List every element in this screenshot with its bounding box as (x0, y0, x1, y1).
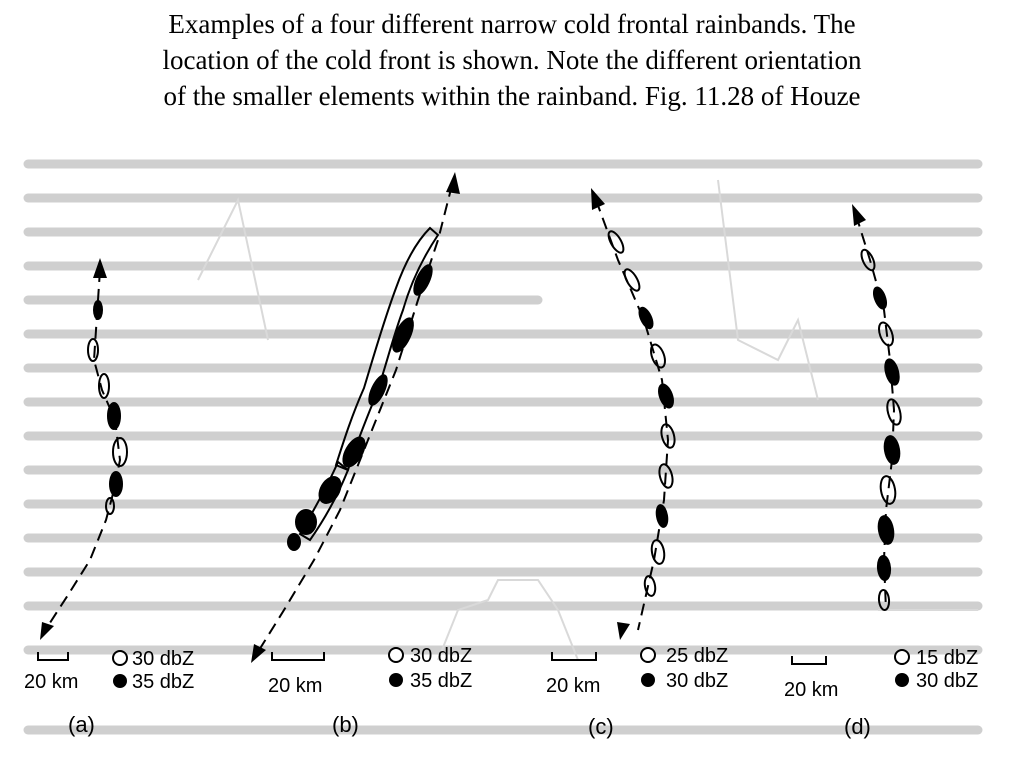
rainband-a (87, 300, 128, 515)
cell-b-2 (392, 317, 414, 353)
cell-d-10 (877, 589, 891, 611)
rainband-b (287, 226, 440, 551)
open-circle-icon-d (894, 649, 910, 665)
cell-c-9 (650, 539, 666, 565)
cell-d-2 (872, 286, 888, 310)
panel-letter-b: (b) (332, 712, 359, 737)
cold-front-line-a (43, 269, 122, 633)
cell-a-6 (109, 471, 123, 497)
rainband-c (607, 230, 676, 597)
cell-c-6 (660, 423, 676, 449)
filled-circle-icon-a (113, 674, 127, 688)
scale-label-a: 20 km (24, 671, 78, 693)
cell-c-1 (607, 230, 625, 254)
front-arrow-c-top (591, 188, 605, 210)
scale-bar-a (37, 652, 69, 661)
open-level-c: 25 dbZ (666, 645, 728, 667)
open-level-d: 15 dbZ (916, 647, 978, 669)
cell-d-5 (886, 398, 902, 426)
cell-d-8 (877, 515, 895, 545)
panel-letter-a: (a) (68, 712, 95, 737)
filled-circle-icon-c (641, 673, 655, 687)
cell-d-9 (876, 555, 892, 581)
scale-bar-c (551, 652, 597, 661)
scale-label-d: 20 km (784, 679, 838, 701)
filled-level-a: 35 dbZ (132, 671, 194, 693)
cell-b-3 (368, 374, 388, 406)
cell-c-4 (650, 343, 666, 369)
open-level-b: 30 dbZ (410, 645, 472, 667)
cell-c-7 (658, 463, 674, 489)
cell-c-3 (638, 306, 654, 330)
cell-a-2 (87, 338, 99, 362)
cell-c-8 (655, 504, 669, 528)
filled-circle-icon-d (895, 673, 909, 687)
scale-bar-d (791, 656, 827, 665)
scale-label-b: 20 km (268, 675, 322, 697)
cell-c-10 (643, 575, 657, 597)
cell-d-1 (860, 248, 876, 272)
faint-cloud-sketch (197, 179, 978, 661)
caption-line-2: location of the cold front is shown. Not… (162, 45, 862, 75)
cell-b-5 (318, 476, 342, 504)
faint-background-text (23, 159, 983, 735)
cell-d-7 (879, 475, 897, 505)
front-arrow-b-top (446, 172, 460, 194)
cell-a-1 (93, 300, 103, 320)
cell-a-4 (107, 402, 121, 430)
panel-d: 20 km 15 dbZ 30 dbZ (d) (784, 204, 978, 739)
filled-level-b: 35 dbZ (410, 670, 472, 692)
scale-bar-b (271, 652, 325, 661)
cell-a-3 (98, 373, 110, 399)
cell-c-2 (623, 268, 641, 292)
cell-c-5 (658, 383, 674, 409)
panel-c: 20 km 25 dbZ 30 dbZ (c) (546, 188, 728, 739)
panel-a: 20 km 30 dbZ 35 dbZ (a) (24, 258, 194, 737)
cell-d-6 (883, 435, 901, 465)
rainband-figure: 20 km 30 dbZ 35 dbZ (a) (18, 140, 992, 743)
cell-d-3 (878, 321, 894, 347)
slide-caption: Examples of a four different narrow cold… (20, 6, 1004, 114)
cold-front-line-b (255, 184, 453, 656)
cell-a-7 (105, 497, 115, 515)
cell-a-5 (112, 437, 128, 467)
cell-b-6 (295, 509, 317, 535)
caption-line-1: Examples of a four different narrow cold… (168, 9, 856, 39)
open-circle-icon-a (112, 650, 128, 666)
panel-b: 20 km 30 dbZ 35 dbZ (b) (251, 172, 472, 737)
panel-letter-c: (c) (588, 714, 614, 739)
rainband-figure-svg: 20 km 30 dbZ 35 dbZ (a) (23, 159, 983, 739)
front-arrow-a-top (93, 258, 107, 278)
front-arrow-c-bottom (617, 622, 630, 640)
filled-level-c: 30 dbZ (666, 670, 728, 692)
scale-label-c: 20 km (546, 675, 600, 697)
cell-b-7 (287, 533, 301, 551)
caption-line-3: of the smaller elements within the rainb… (163, 81, 861, 111)
filled-level-d: 30 dbZ (916, 670, 978, 692)
front-arrow-d-top (852, 204, 866, 226)
cell-b-4 (342, 436, 366, 468)
cell-d-4 (884, 358, 900, 386)
cell-b-1 (413, 264, 433, 296)
open-level-a: 30 dbZ (132, 648, 194, 670)
open-circle-icon-b (388, 647, 404, 663)
front-arrow-b-bottom (251, 644, 266, 663)
panel-letter-d: (d) (844, 714, 871, 739)
front-arrow-a-bottom (40, 622, 54, 640)
open-circle-icon-c (640, 647, 656, 663)
cold-front-line-c (595, 199, 670, 631)
rainband-d (860, 248, 902, 611)
filled-circle-icon-b (389, 673, 403, 687)
